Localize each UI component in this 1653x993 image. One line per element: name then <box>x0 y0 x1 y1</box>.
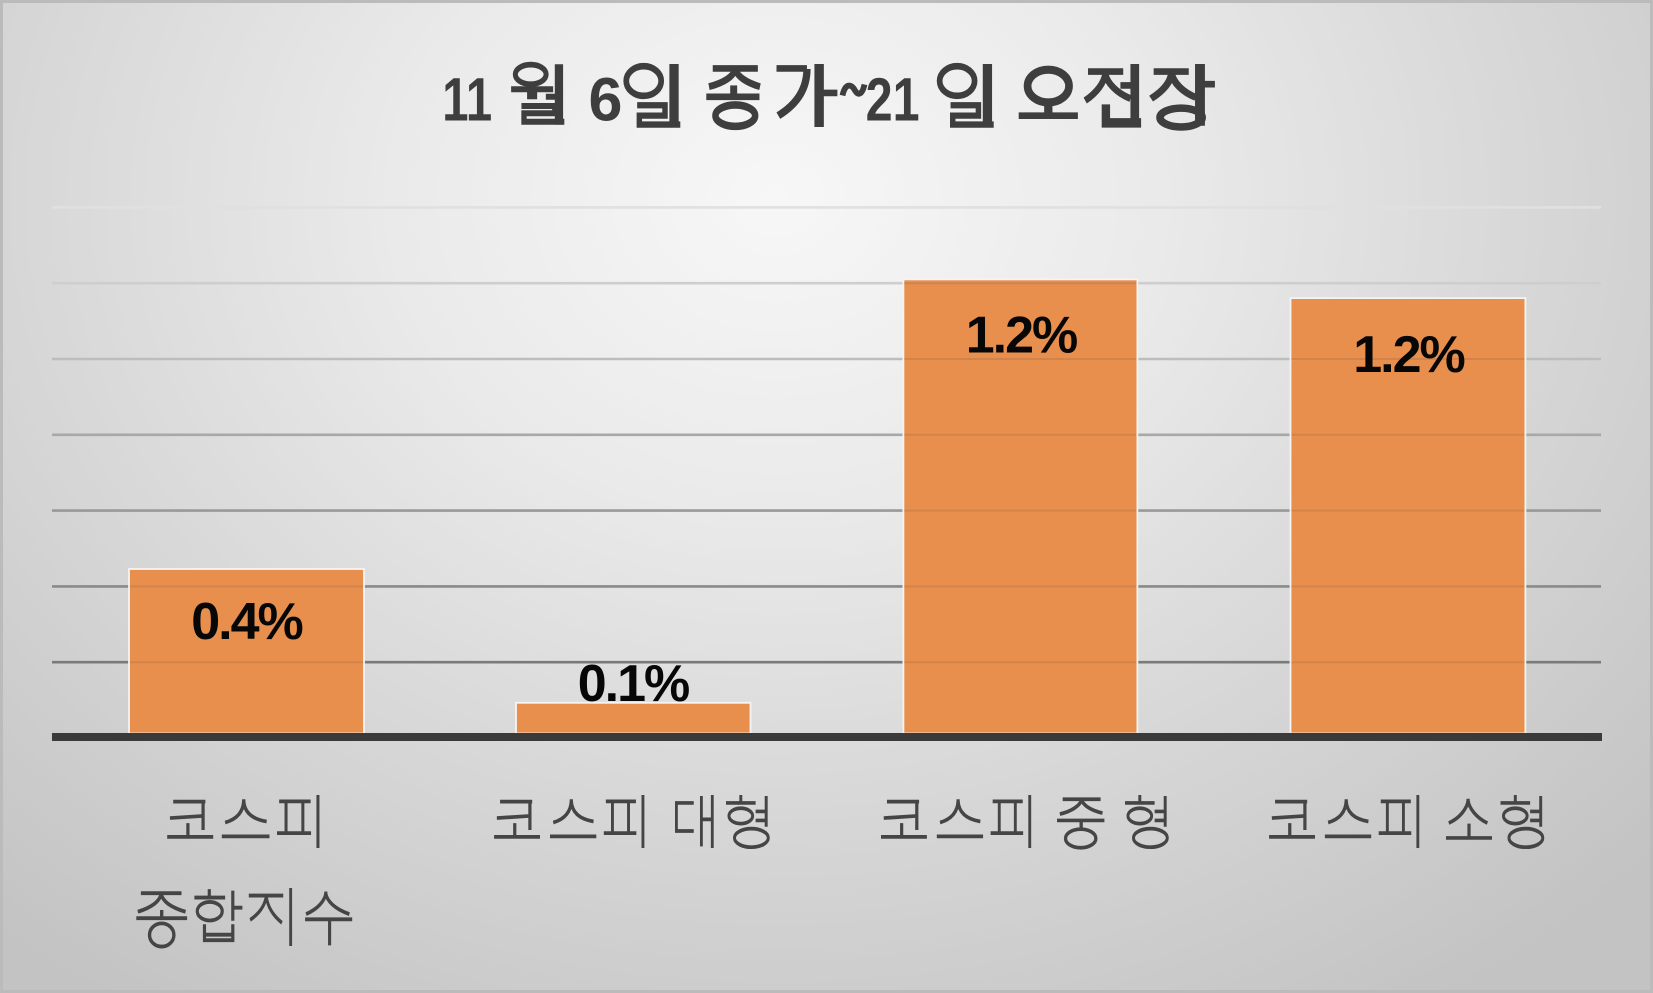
svg-text:6: 6 <box>589 66 623 134</box>
svg-text:1.2%: 1.2% <box>966 307 1077 365</box>
svg-text:1.2%: 1.2% <box>1353 326 1464 384</box>
svg-text:0.1%: 0.1% <box>578 655 689 713</box>
svg-text:21: 21 <box>866 66 920 134</box>
svg-text:11: 11 <box>442 66 492 134</box>
svg-text:0.4%: 0.4% <box>191 593 302 651</box>
